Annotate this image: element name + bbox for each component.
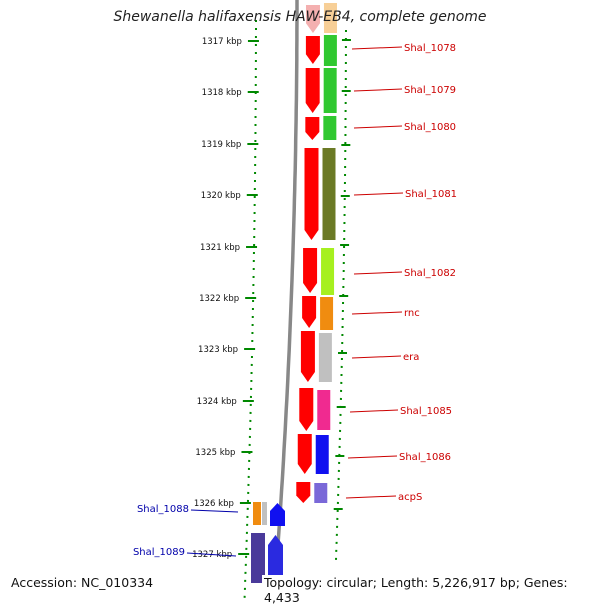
scale-tick-label: 1324 kbp — [197, 397, 237, 407]
gene-label-leader — [353, 192, 404, 196]
gene-label: Shal_1089 — [133, 547, 185, 558]
gene-label-leader — [347, 455, 398, 459]
cds-arrow — [305, 36, 320, 64]
scale-tick-label: 1321 kbp — [200, 243, 240, 253]
gene-feature-box — [262, 502, 267, 525]
gene-feature-box — [323, 68, 337, 113]
scale-line-dotted — [243, 20, 257, 601]
gene-feature-box — [251, 533, 265, 583]
cds-arrow — [296, 482, 311, 503]
gene-label: Shal_1086 — [399, 452, 451, 463]
gene-feature-box — [318, 333, 332, 382]
gene-label-leader — [351, 46, 403, 50]
gene-label-leader — [353, 125, 403, 129]
gene-feature-box — [320, 297, 334, 330]
gene-label-leader — [353, 271, 403, 275]
gene-label: acpS — [398, 492, 422, 503]
gene-feature-box — [314, 483, 328, 503]
backbone-arc — [272, 0, 299, 601]
gene-label: rnc — [404, 308, 420, 319]
cds-arrow — [305, 117, 320, 140]
gene-label-leader — [351, 355, 402, 359]
gene-label-leader — [345, 495, 397, 499]
gene-feature-box — [323, 35, 337, 66]
scale-tick-label: 1319 kbp — [201, 140, 241, 150]
gene-feature-box — [322, 148, 336, 240]
gene-feature-box — [323, 116, 337, 140]
gene-feature-box — [315, 435, 329, 474]
gene-label: era — [403, 352, 419, 363]
map-title: Shewanella halifaxensis HAW-EB4, complet… — [113, 9, 487, 25]
gene-label-leader — [349, 409, 399, 413]
gene-feature-box — [317, 390, 331, 430]
cds-arrow — [305, 5, 320, 33]
cds-arrow — [297, 434, 312, 474]
gene-label: Shal_1080 — [404, 122, 456, 133]
gene-label: Shal_1078 — [404, 43, 456, 54]
gene-label: Shal_1085 — [400, 406, 452, 417]
gene-label-leader — [353, 88, 403, 92]
reverse-cds-arrow — [268, 535, 283, 585]
gene-label: Shal_1081 — [405, 189, 457, 200]
scale-tick-label: 1323 kbp — [198, 345, 238, 355]
gene-feature-box — [321, 248, 335, 295]
cds-arrow — [303, 248, 318, 293]
scale-tick-label: 1317 kbp — [202, 37, 242, 47]
accession-label: Accession: NC_010334 — [9, 575, 156, 590]
gene-feature-box — [253, 502, 261, 525]
gene-label: Shal_1079 — [404, 85, 456, 96]
cds-arrow — [305, 68, 320, 113]
scale-tick-label: 1318 kbp — [202, 88, 242, 98]
gene-label-leader — [190, 509, 239, 513]
cds-arrow — [300, 331, 315, 382]
cds-arrow — [302, 296, 317, 328]
gene-feature-box — [323, 3, 337, 33]
gene-label: Shal_1088 — [137, 504, 189, 515]
scale-tick-label: 1320 kbp — [201, 191, 241, 201]
gene-label: Shal_1082 — [404, 268, 456, 279]
genome-summary: Topology: circular; Length: 5,226,917 bp… — [262, 575, 600, 605]
scale-tick-label: 1326 kbp — [194, 499, 234, 509]
gene-label-leader — [186, 552, 237, 557]
reverse-cds-arrow — [270, 503, 285, 526]
gene-label-leader — [351, 311, 403, 315]
scale-tick-label: 1325 kbp — [195, 448, 235, 458]
scale-tick-label: 1322 kbp — [199, 294, 239, 304]
cds-arrow — [304, 148, 319, 240]
cds-arrow — [299, 388, 314, 431]
